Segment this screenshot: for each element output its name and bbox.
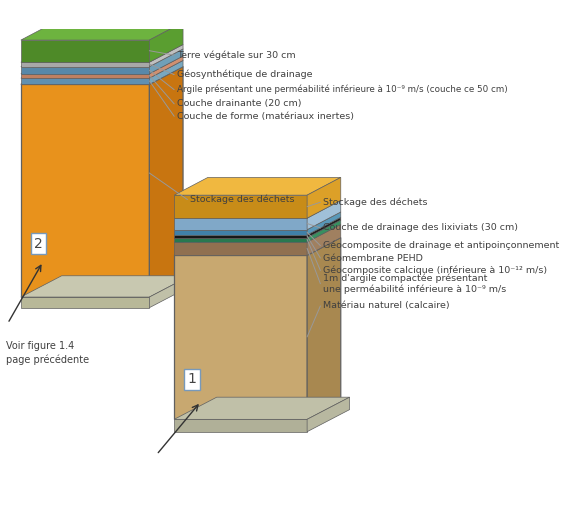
Text: Géomembrane PEHD: Géomembrane PEHD [323,253,423,263]
Text: Couche drainante (20 cm): Couche drainante (20 cm) [177,99,301,109]
Text: 1m d'argile compactée présentant
une perméabilité inférieure à 10⁻⁹ m/s: 1m d'argile compactée présentant une per… [323,273,506,294]
Polygon shape [21,78,149,84]
Text: Voir figure 1.4
page précédente: Voir figure 1.4 page précédente [6,341,89,365]
Polygon shape [174,224,341,242]
Polygon shape [21,22,183,40]
Polygon shape [174,419,307,432]
Polygon shape [307,224,341,255]
Polygon shape [307,212,341,235]
Text: 1: 1 [187,372,197,386]
Text: Couche de forme (matériaux inertes): Couche de forme (matériaux inertes) [177,112,354,121]
Polygon shape [21,74,149,78]
Polygon shape [174,217,341,235]
Polygon shape [174,220,341,238]
Text: Géosynthétique de drainage: Géosynthétique de drainage [177,70,312,80]
Polygon shape [174,238,341,255]
Polygon shape [174,242,307,255]
Polygon shape [174,195,307,218]
Polygon shape [307,397,350,432]
Polygon shape [174,238,307,242]
Polygon shape [307,217,341,238]
Polygon shape [174,235,307,238]
Text: Stockage des déchets: Stockage des déchets [190,195,295,204]
Polygon shape [174,230,307,235]
Text: Géocomposite de drainage et antipoinçonnement: Géocomposite de drainage et antipoinçonn… [323,241,559,250]
Polygon shape [21,297,149,308]
Text: Matériau naturel (calcaire): Matériau naturel (calcaire) [323,301,450,310]
Polygon shape [174,212,341,230]
Polygon shape [149,44,183,67]
Polygon shape [21,62,149,67]
Text: Géocomposite calcique (inférieure à 10⁻¹² m/s): Géocomposite calcique (inférieure à 10⁻¹… [323,266,547,275]
Polygon shape [149,67,183,297]
Polygon shape [149,49,183,74]
Polygon shape [174,218,307,230]
Polygon shape [21,40,149,62]
Polygon shape [307,220,341,242]
Polygon shape [21,60,183,78]
Polygon shape [21,56,183,74]
Polygon shape [21,49,183,67]
Polygon shape [149,276,190,308]
Polygon shape [174,397,350,419]
Polygon shape [174,201,341,218]
Polygon shape [21,84,149,297]
Polygon shape [21,67,149,74]
Polygon shape [149,56,183,78]
Polygon shape [21,276,190,297]
Polygon shape [174,177,341,195]
Polygon shape [307,238,341,419]
Polygon shape [149,60,183,84]
Text: Stockage des déchets: Stockage des déchets [323,197,428,207]
Polygon shape [21,44,183,62]
Polygon shape [307,177,341,218]
Polygon shape [149,22,183,62]
Polygon shape [307,201,341,230]
Polygon shape [21,67,183,84]
Text: Terre végétale sur 30 cm: Terre végétale sur 30 cm [177,50,295,60]
Text: 2: 2 [35,237,43,251]
Polygon shape [174,255,307,419]
Text: Couche de drainage des lixiviats (30 cm): Couche de drainage des lixiviats (30 cm) [323,223,518,233]
Text: Argile présentant une perméabilité inférieure à 10⁻⁹ m/s (couche ce 50 cm): Argile présentant une perméabilité infér… [177,85,508,95]
